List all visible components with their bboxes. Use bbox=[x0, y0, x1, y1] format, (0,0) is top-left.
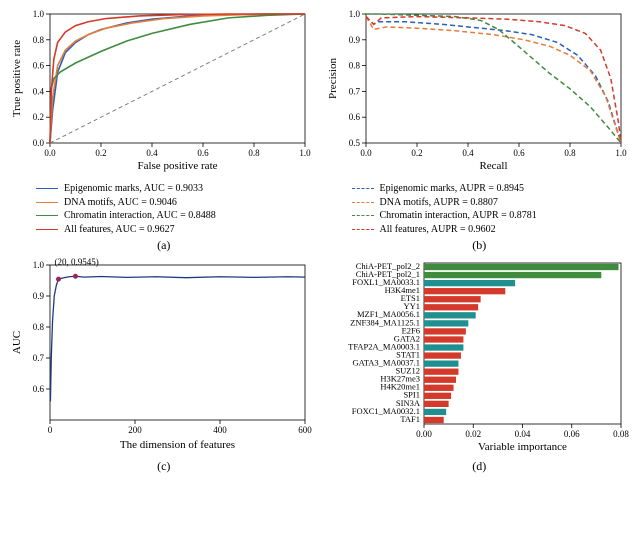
svg-text:0.6: 0.6 bbox=[348, 112, 360, 122]
legend-label: DNA motifs, AUC = 0.9046 bbox=[64, 196, 177, 210]
panel-c: 0 200 400 600 0.6 0.7 0.8 0.9 1.0 The dimension o… bbox=[8, 257, 320, 474]
svg-text:The dimension of features: The dimension of features bbox=[120, 439, 235, 451]
legend-swatch bbox=[352, 215, 374, 216]
svg-text:AUC: AUC bbox=[11, 331, 23, 354]
svg-text:(20, 0.9545): (20, 0.9545) bbox=[55, 257, 99, 267]
svg-text:0.6: 0.6 bbox=[197, 148, 209, 158]
svg-text:0.8: 0.8 bbox=[248, 148, 260, 158]
svg-text:1.0: 1.0 bbox=[348, 9, 360, 19]
legend-label: Epigenomic marks, AUC = 0.9033 bbox=[64, 182, 203, 196]
legend-swatch bbox=[36, 188, 58, 189]
svg-text:0.2: 0.2 bbox=[33, 112, 44, 122]
legend-b: Epigenomic marks, AUPR = 0.8945DNA motif… bbox=[352, 182, 636, 236]
svg-text:1.0: 1.0 bbox=[615, 148, 627, 158]
legend-swatch bbox=[352, 188, 374, 189]
svg-text:0.8: 0.8 bbox=[564, 148, 576, 158]
roc-chart: 0.0 0.2 0.4 0.6 0.8 1.0 0.0 0.2 0.4 0.6 0.8 1.0 Fals… bbox=[8, 8, 313, 173]
svg-text:0.8: 0.8 bbox=[33, 322, 45, 332]
legend-item: All features, AUC = 0.9627 bbox=[36, 223, 320, 237]
svg-text:0.6: 0.6 bbox=[33, 61, 45, 71]
svg-text:1.0: 1.0 bbox=[33, 260, 45, 270]
legend-item: Epigenomic marks, AUC = 0.9033 bbox=[36, 182, 320, 196]
svg-text:0.0: 0.0 bbox=[44, 148, 56, 158]
svg-text:0.02: 0.02 bbox=[465, 429, 481, 439]
svg-text:TAF1: TAF1 bbox=[400, 414, 420, 424]
legend-a: Epigenomic marks, AUC = 0.9033DNA motifs… bbox=[36, 182, 320, 236]
svg-text:0.6: 0.6 bbox=[513, 148, 525, 158]
pr-chart: 0.0 0.2 0.4 0.6 0.8 1.0 0.5 0.6 0.7 0.8 0.9 1.0 Reca… bbox=[324, 8, 629, 173]
panel-a-sublabel: (a) bbox=[8, 238, 320, 253]
svg-text:0.8: 0.8 bbox=[33, 35, 45, 45]
legend-label: Chromatin interaction, AUC = 0.8488 bbox=[64, 209, 216, 223]
svg-text:0.2: 0.2 bbox=[95, 148, 106, 158]
legend-swatch bbox=[36, 202, 58, 203]
svg-text:0.04: 0.04 bbox=[514, 429, 530, 439]
svg-text:600: 600 bbox=[298, 425, 312, 435]
panel-d: 0.000.020.040.060.08Variable importanceC… bbox=[324, 257, 636, 474]
legend-label: All features, AUPR = 0.9602 bbox=[380, 223, 496, 237]
svg-text:0.4: 0.4 bbox=[146, 148, 158, 158]
legend-item: Epigenomic marks, AUPR = 0.8945 bbox=[352, 182, 636, 196]
auc-dim-chart: 0 200 400 600 0.6 0.7 0.8 0.9 1.0 The dimension o… bbox=[8, 257, 313, 452]
legend-item: DNA motifs, AUPR = 0.8807 bbox=[352, 196, 636, 210]
svg-text:0: 0 bbox=[48, 425, 53, 435]
svg-text:True positive rate: True positive rate bbox=[11, 40, 23, 117]
svg-text:0.06: 0.06 bbox=[563, 429, 579, 439]
panel-b-sublabel: (b) bbox=[324, 238, 636, 253]
legend-item: All features, AUPR = 0.9602 bbox=[352, 223, 636, 237]
legend-swatch bbox=[352, 202, 374, 203]
svg-text:0.0: 0.0 bbox=[360, 148, 372, 158]
figure-grid: 0.0 0.2 0.4 0.6 0.8 1.0 0.0 0.2 0.4 0.6 0.8 1.0 Fals… bbox=[8, 8, 635, 474]
svg-text:0.7: 0.7 bbox=[33, 353, 45, 363]
legend-swatch bbox=[36, 215, 58, 216]
legend-swatch bbox=[352, 229, 374, 230]
svg-text:Precision: Precision bbox=[327, 58, 339, 99]
svg-text:0.9: 0.9 bbox=[33, 291, 45, 301]
svg-text:0.5: 0.5 bbox=[348, 138, 360, 148]
legend-label: Chromatin interaction, AUPR = 0.8781 bbox=[380, 209, 537, 223]
svg-text:0.2: 0.2 bbox=[411, 148, 422, 158]
legend-item: Chromatin interaction, AUPR = 0.8781 bbox=[352, 209, 636, 223]
legend-swatch bbox=[36, 229, 58, 230]
svg-text:0.9: 0.9 bbox=[348, 35, 360, 45]
svg-text:0.08: 0.08 bbox=[613, 429, 629, 439]
svg-text:0.00: 0.00 bbox=[416, 429, 432, 439]
panel-c-sublabel: (c) bbox=[8, 459, 320, 474]
svg-text:Variable importance: Variable importance bbox=[478, 441, 567, 452]
svg-text:0.7: 0.7 bbox=[348, 86, 360, 96]
svg-text:400: 400 bbox=[213, 425, 227, 435]
svg-text:0.0: 0.0 bbox=[33, 138, 45, 148]
panel-b: 0.0 0.2 0.4 0.6 0.8 1.0 0.5 0.6 0.7 0.8 0.9 1.0 Reca… bbox=[324, 8, 636, 253]
svg-text:Recall: Recall bbox=[479, 160, 507, 172]
svg-text:200: 200 bbox=[128, 425, 142, 435]
legend-item: DNA motifs, AUC = 0.9046 bbox=[36, 196, 320, 210]
svg-text:1.0: 1.0 bbox=[299, 148, 311, 158]
panel-a: 0.0 0.2 0.4 0.6 0.8 1.0 0.0 0.2 0.4 0.6 0.8 1.0 Fals… bbox=[8, 8, 320, 253]
svg-text:0.6: 0.6 bbox=[33, 384, 45, 394]
svg-text:0.4: 0.4 bbox=[33, 86, 45, 96]
legend-label: All features, AUC = 0.9627 bbox=[64, 223, 175, 237]
legend-label: DNA motifs, AUPR = 0.8807 bbox=[380, 196, 498, 210]
legend-item: Chromatin interaction, AUC = 0.8488 bbox=[36, 209, 320, 223]
svg-text:0.8: 0.8 bbox=[348, 61, 360, 71]
legend-label: Epigenomic marks, AUPR = 0.8945 bbox=[380, 182, 525, 196]
svg-text:1.0: 1.0 bbox=[33, 9, 45, 19]
panel-d-sublabel: (d) bbox=[324, 459, 636, 474]
importance-bar-chart: 0.000.020.040.060.08Variable importanceC… bbox=[324, 257, 629, 452]
svg-text:False positive rate: False positive rate bbox=[137, 160, 217, 172]
svg-text:0.4: 0.4 bbox=[462, 148, 474, 158]
